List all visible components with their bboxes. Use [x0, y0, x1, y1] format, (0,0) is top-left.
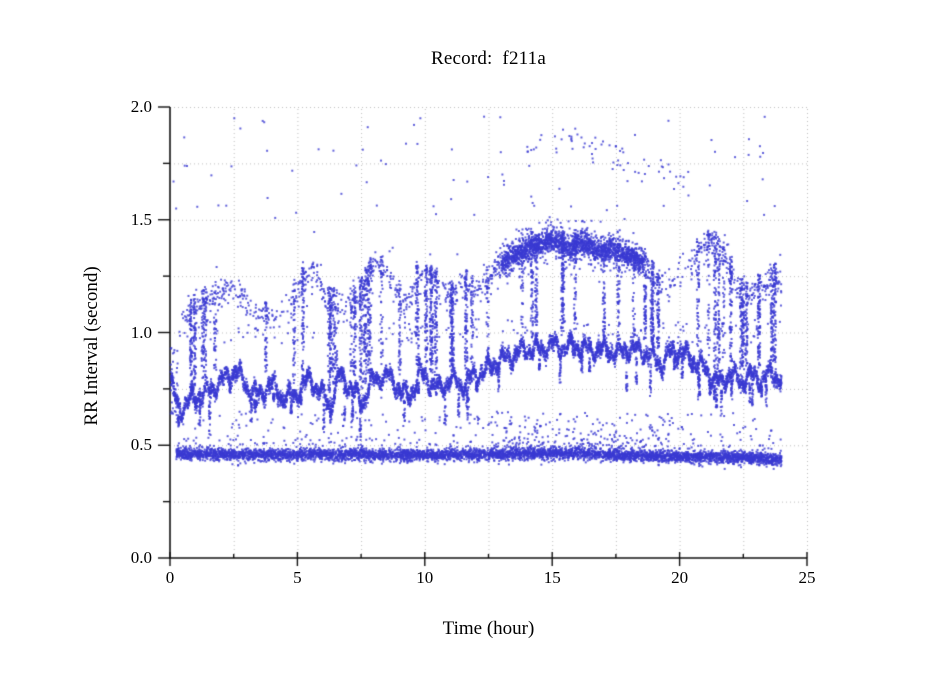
x-tick-label: 20: [671, 568, 689, 587]
y-tick-label: 2.0: [130, 97, 152, 116]
y-axis-label: RR Interval (second): [81, 266, 102, 426]
x-axis-label: Time (hour): [442, 618, 535, 639]
x-tick-label: 10: [416, 568, 434, 587]
y-tick-label: 0.0: [130, 548, 152, 567]
y-tick-label: 1.5: [130, 209, 152, 229]
x-tick-label: 15: [543, 568, 561, 587]
y-tick-label: 1.0: [130, 322, 152, 342]
x-tick-label: 25: [798, 568, 816, 587]
x-tick-label: 0: [165, 568, 175, 587]
x-tick-label: 5: [293, 568, 302, 587]
chart-title: Record: f211a: [430, 48, 546, 69]
y-tick-label: 0.5: [130, 435, 152, 455]
